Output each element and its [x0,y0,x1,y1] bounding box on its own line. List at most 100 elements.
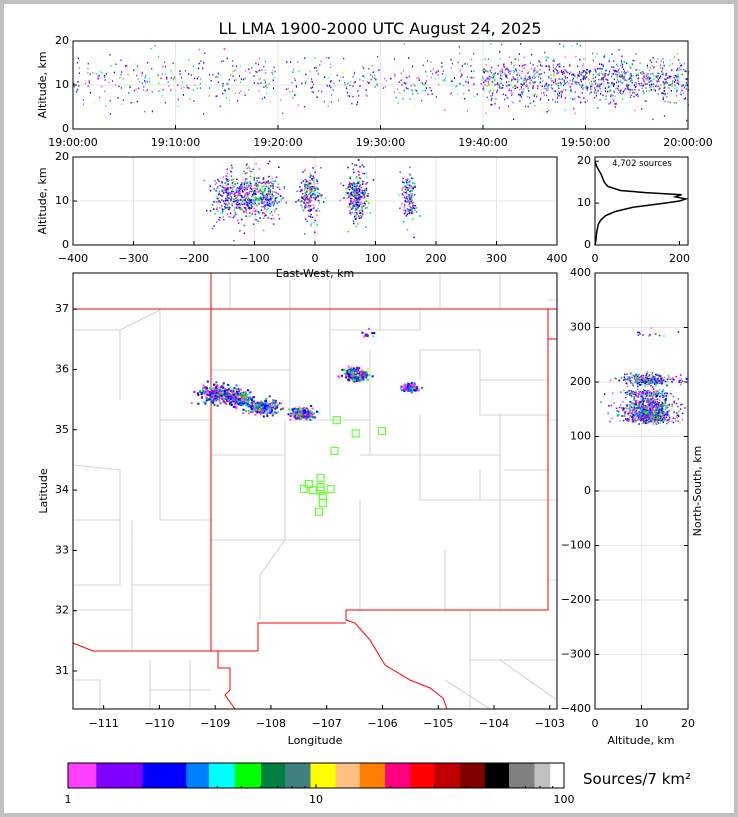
source-point [305,179,307,181]
source-point [118,85,120,88]
source-point [667,100,669,103]
source-point [409,204,411,206]
source-point [624,87,626,90]
source-point [579,96,581,99]
source-point [260,197,262,200]
source-point [273,203,275,206]
source-point [320,196,322,198]
source-point [513,66,515,69]
source-point [251,410,254,413]
source-point [640,398,642,400]
source-point [539,69,541,71]
source-point [158,82,160,84]
source-point [298,199,300,201]
source-point [654,401,657,403]
source-point [355,189,358,191]
source-point [490,76,492,79]
source-point [319,193,321,195]
source-point [645,83,647,85]
source-point [75,91,78,93]
source-point [229,194,232,197]
source-point [258,90,260,92]
source-point [385,79,387,82]
source-point [647,66,649,69]
source-point [583,58,585,60]
source-point [258,69,260,72]
source-point [361,164,363,167]
source-point [464,63,466,65]
source-point [372,179,375,181]
source-point [593,80,595,83]
source-point [641,408,643,410]
source-point [666,414,668,416]
source-point [631,63,633,65]
source-point [631,89,633,91]
source-point [212,391,215,394]
source-point [310,225,312,227]
source-point [245,192,247,195]
source-point [534,104,536,107]
source-point [224,197,227,200]
source-point [394,75,396,78]
source-point [242,398,244,401]
source-point [313,91,315,94]
source-point [230,199,233,201]
source-point [565,89,567,91]
source-point [405,215,408,217]
source-point [234,192,236,194]
source-point [250,188,253,190]
source-point [237,190,240,193]
source-point [557,64,559,66]
source-point [306,184,308,186]
source-point [670,406,673,409]
source-point [246,188,248,191]
source-point [408,173,411,175]
source-point [226,178,229,181]
source-point [355,218,357,220]
source-point [530,79,532,81]
source-point [213,201,215,203]
source-point [254,187,257,190]
source-point [572,73,574,75]
source-point [681,84,683,86]
source-point [559,70,561,73]
source-point [214,391,217,394]
source-point [686,84,688,86]
source-point [271,404,274,407]
source-point [310,174,312,177]
source-point [279,195,282,197]
source-point [625,404,628,406]
source-point [310,200,313,202]
source-point [253,207,256,210]
source-point [633,408,636,410]
source-point [630,75,632,77]
source-point [227,188,229,191]
source-point [640,72,642,74]
source-point [505,75,507,78]
source-point [461,65,463,67]
source-point [205,386,207,389]
source-point [306,187,309,190]
source-point [643,405,646,408]
source-point [255,162,257,165]
source-point [88,82,90,84]
source-point [223,393,226,396]
source-point [533,74,535,76]
source-point [418,79,420,81]
source-point [261,202,263,204]
source-point [450,58,452,61]
source-point [311,189,313,191]
source-point [586,69,588,71]
source-point [354,373,356,376]
source-point [190,402,193,405]
source-point [136,100,138,103]
source-point [353,216,356,218]
source-point [181,76,183,79]
source-point [586,88,588,90]
source-point [489,89,491,92]
source-point [303,406,306,409]
source-point [216,383,219,386]
source-point [211,204,214,206]
source-point [583,97,585,99]
source-point [250,207,252,209]
